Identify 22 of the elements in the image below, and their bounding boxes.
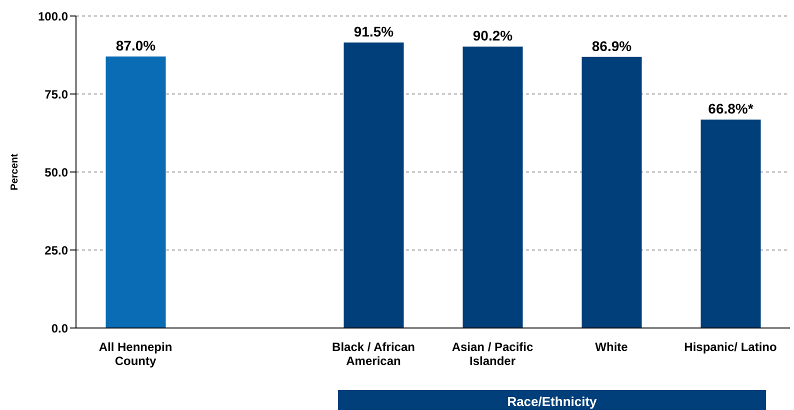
bar — [106, 56, 166, 328]
x-tick-label: Hispanic/ Latino — [684, 340, 777, 354]
x-tick-label: All Hennepin County — [98, 340, 172, 368]
data-label: 90.2% — [472, 28, 514, 44]
y-tick-label: 50.0 — [44, 165, 68, 180]
data-label: 66.8%* — [708, 100, 754, 117]
x-tick-label: Asian / Pacific Islander — [452, 340, 534, 368]
bar — [344, 42, 404, 328]
bar — [582, 56, 642, 328]
data-label: 91.5% — [354, 24, 394, 40]
y-tick-label: 100.0 — [38, 9, 68, 24]
y-tick-label: 25.0 — [44, 243, 68, 258]
bar — [700, 120, 761, 328]
y-tick-label: 75.0 — [44, 87, 68, 102]
text: Race/Ethnicity — [338, 390, 766, 410]
data-label: 87.0% — [116, 38, 156, 54]
data-label: 86.9% — [592, 38, 632, 54]
x-tick-label: Black / African American — [332, 340, 415, 368]
y-tick-label: 0.0 — [51, 321, 68, 336]
y-axis-title: Percent — [10, 152, 21, 190]
bar — [462, 46, 523, 328]
x-tick-label: White — [595, 340, 628, 354]
